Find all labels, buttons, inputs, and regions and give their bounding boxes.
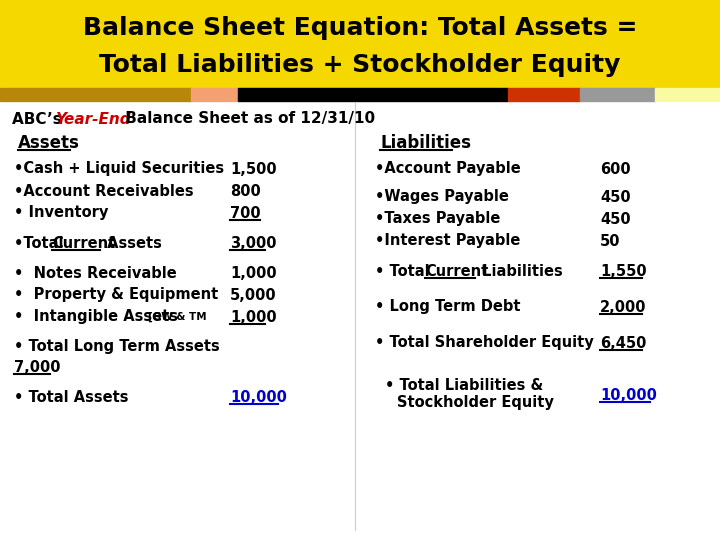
Text: 1,500: 1,500 <box>230 161 276 177</box>
Text: Year-End: Year-End <box>55 111 130 126</box>
Text: •Wages Payable: •Wages Payable <box>375 190 509 205</box>
Bar <box>580 88 655 101</box>
Bar <box>238 88 508 101</box>
Text: 10,000: 10,000 <box>230 389 287 404</box>
Text: •Taxes Payable: •Taxes Payable <box>375 212 500 226</box>
Bar <box>0 88 191 101</box>
Text: Current: Current <box>425 264 488 279</box>
Text: • Total Assets: • Total Assets <box>14 389 128 404</box>
Text: 2,000: 2,000 <box>600 300 647 314</box>
Bar <box>508 88 580 101</box>
Bar <box>191 88 238 101</box>
Text: Balance Sheet Equation: Total Assets =: Balance Sheet Equation: Total Assets = <box>83 16 637 40</box>
Text: • Long Term Debt: • Long Term Debt <box>375 300 521 314</box>
Text: Balance Sheet as of 12/31/10: Balance Sheet as of 12/31/10 <box>120 111 375 126</box>
Text: • Total Long Term Assets: • Total Long Term Assets <box>14 340 220 354</box>
Text: 1,000: 1,000 <box>230 309 276 325</box>
Text: Liabilities: Liabilities <box>380 134 471 152</box>
Text: •  Intangible Assets: • Intangible Assets <box>14 309 183 325</box>
Text: Assets: Assets <box>102 235 162 251</box>
Text: 700: 700 <box>230 206 261 220</box>
Text: • Total Shareholder Equity: • Total Shareholder Equity <box>375 335 594 350</box>
Text: • Total: • Total <box>375 264 435 279</box>
Text: 7,000: 7,000 <box>14 360 60 375</box>
Text: Total Liabilities + Stockholder Equity: Total Liabilities + Stockholder Equity <box>99 53 621 77</box>
Text: •Account Payable: •Account Payable <box>375 161 521 177</box>
Text: 6,450: 6,450 <box>600 335 647 350</box>
Text: 1,000: 1,000 <box>230 266 276 280</box>
Text: [GW & TM: [GW & TM <box>148 312 207 322</box>
Text: •Account Receivables: •Account Receivables <box>14 184 194 199</box>
Text: •  Notes Receivable: • Notes Receivable <box>14 266 176 280</box>
Text: Stockholder Equity: Stockholder Equity <box>397 395 554 410</box>
Bar <box>0 101 720 540</box>
Text: •  Property & Equipment: • Property & Equipment <box>14 287 218 302</box>
Text: 450: 450 <box>600 190 631 205</box>
Text: •Total: •Total <box>14 235 68 251</box>
Text: Assets: Assets <box>18 134 80 152</box>
Text: 3,000: 3,000 <box>230 235 276 251</box>
Text: Liabilities: Liabilities <box>477 264 563 279</box>
Text: 10,000: 10,000 <box>600 388 657 402</box>
Text: Current: Current <box>52 235 115 251</box>
Text: 800: 800 <box>230 184 261 199</box>
Text: • Inventory: • Inventory <box>14 206 109 220</box>
Text: 1,550: 1,550 <box>600 264 647 279</box>
Text: 600: 600 <box>600 161 631 177</box>
Bar <box>0 0 720 88</box>
Text: 50: 50 <box>600 233 621 248</box>
Text: •Cash + Liquid Securities: •Cash + Liquid Securities <box>14 161 224 177</box>
Bar <box>655 88 720 101</box>
Text: ABC’s: ABC’s <box>12 111 67 126</box>
Text: • Total Liabilities &: • Total Liabilities & <box>385 377 544 393</box>
Text: •Interest Payable: •Interest Payable <box>375 233 521 248</box>
Text: 450: 450 <box>600 212 631 226</box>
Text: 5,000: 5,000 <box>230 287 276 302</box>
